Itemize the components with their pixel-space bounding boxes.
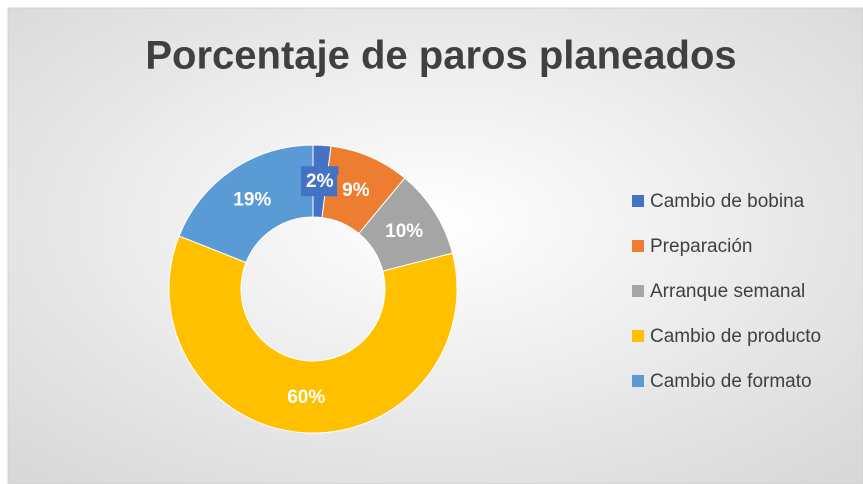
data-label: 2% (306, 171, 334, 192)
legend-swatch (632, 285, 644, 297)
donut-segment (168, 235, 458, 434)
legend-label: Arranque semanal (650, 281, 805, 302)
legend-label: Preparación (650, 236, 752, 257)
data-label: 19% (233, 190, 271, 211)
data-label-box (380, 216, 429, 247)
legend-swatch (632, 375, 644, 387)
data-label-group: 2% (301, 166, 339, 197)
data-label: 9% (342, 180, 370, 201)
data-label-box (337, 174, 375, 205)
data-label-group: 19% (228, 184, 277, 215)
data-label-group: 60% (282, 381, 331, 412)
data-label-box (228, 184, 277, 215)
data-label-box (282, 381, 331, 412)
legend-swatch (632, 195, 644, 207)
legend-swatch (632, 330, 644, 342)
data-label-group: 9% (337, 174, 375, 205)
data-label: 60% (287, 387, 325, 408)
legend-swatch (632, 240, 644, 252)
legend-label: Cambio de formato (650, 371, 812, 392)
chart-title: Porcentaje de paros planeados (145, 34, 736, 78)
legend-label: Cambio de bobina (650, 191, 805, 212)
data-label-group: 10% (380, 216, 429, 247)
legend-label: Cambio de producto (650, 326, 821, 347)
data-label: 10% (385, 221, 423, 242)
data-label-box (301, 166, 339, 197)
